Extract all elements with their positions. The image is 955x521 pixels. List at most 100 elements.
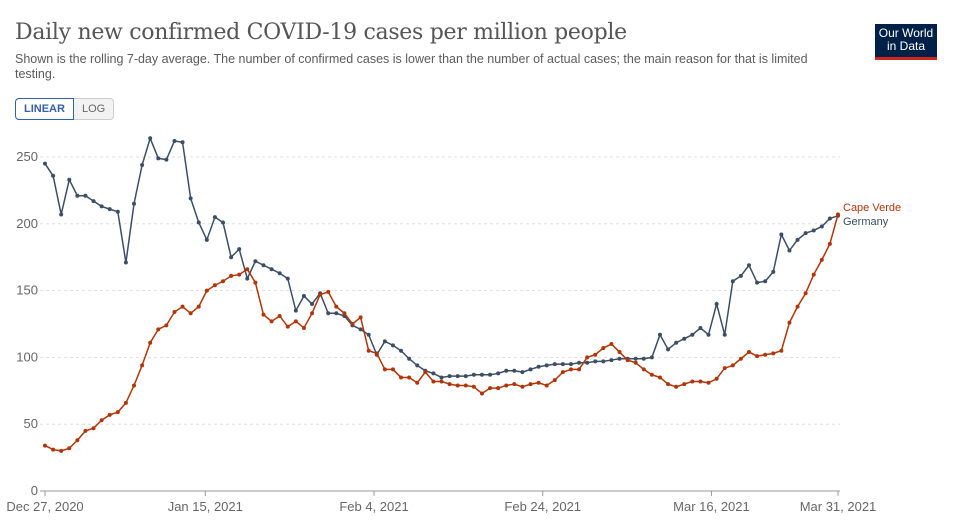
data-point-germany <box>415 363 420 368</box>
data-point-germany <box>520 370 525 375</box>
data-point-cape-verde <box>293 319 298 324</box>
data-point-germany <box>827 216 832 221</box>
log-scale-button[interactable]: LOG <box>73 98 115 120</box>
data-point-germany <box>67 177 72 182</box>
data-point-cape-verde <box>795 304 800 309</box>
data-point-germany <box>237 247 242 252</box>
data-point-germany <box>649 355 654 360</box>
x-tick-label: Feb 4, 2021 <box>339 499 408 514</box>
data-point-germany <box>439 375 444 380</box>
data-point-germany <box>91 199 96 204</box>
data-point-cape-verde <box>366 348 371 353</box>
data-point-cape-verde <box>277 313 282 318</box>
data-point-germany <box>204 237 209 242</box>
data-point-germany <box>43 161 47 166</box>
data-point-cape-verde <box>528 382 533 387</box>
data-point-germany <box>107 207 112 212</box>
data-point-germany <box>819 224 824 229</box>
data-point-cape-verde <box>67 446 72 451</box>
data-point-cape-verde <box>318 292 323 297</box>
data-point-cape-verde <box>180 304 185 309</box>
data-point-cape-verde <box>447 382 452 387</box>
data-point-cape-verde <box>536 380 541 385</box>
data-point-cape-verde <box>471 384 476 389</box>
data-point-germany <box>447 374 452 379</box>
data-point-germany <box>115 209 120 214</box>
data-point-cape-verde <box>51 447 56 452</box>
data-point-germany <box>310 301 315 306</box>
data-point-germany <box>301 293 306 298</box>
data-point-germany <box>188 196 193 201</box>
data-point-cape-verde <box>738 356 743 361</box>
data-point-cape-verde <box>690 379 695 384</box>
data-point-germany <box>536 364 541 369</box>
data-point-cape-verde <box>123 400 128 405</box>
data-point-cape-verde <box>132 383 137 388</box>
data-point-germany <box>585 360 590 365</box>
data-point-germany <box>51 173 56 178</box>
data-point-germany <box>334 311 339 316</box>
data-point-cape-verde <box>350 322 355 326</box>
series-line-cape-verde <box>44 214 839 452</box>
data-point-germany <box>666 347 671 352</box>
data-point-cape-verde <box>399 375 404 380</box>
data-point-germany <box>75 193 80 198</box>
data-point-germany <box>706 332 711 337</box>
data-point-cape-verde <box>819 257 824 262</box>
data-point-cape-verde <box>803 291 808 296</box>
data-point-cape-verde <box>221 279 226 284</box>
series-line-germany <box>44 136 839 379</box>
scale-toggle: LINEAR LOG <box>15 98 115 120</box>
data-point-germany <box>568 362 573 367</box>
data-point-cape-verde <box>59 448 64 453</box>
data-point-cape-verde <box>601 346 606 351</box>
data-point-germany <box>269 267 274 272</box>
data-point-cape-verde <box>43 443 47 448</box>
owid-logo[interactable]: Our World in Data <box>875 24 937 60</box>
data-point-germany <box>366 332 371 337</box>
data-point-germany <box>180 140 185 145</box>
data-point-germany <box>722 332 727 337</box>
data-point-cape-verde <box>75 438 80 443</box>
data-point-cape-verde <box>156 327 161 332</box>
data-point-cape-verde <box>633 360 638 365</box>
data-point-cape-verde <box>382 367 387 372</box>
data-point-cape-verde <box>237 272 242 277</box>
logo-line-2: in Data <box>886 39 926 53</box>
data-point-cape-verde <box>617 350 622 355</box>
data-point-cape-verde <box>811 272 816 277</box>
chart-title: Daily new confirmed COVID-19 cases per m… <box>15 20 627 45</box>
data-point-cape-verde <box>261 312 266 317</box>
data-point-germany <box>123 260 128 265</box>
data-point-germany <box>148 136 153 141</box>
y-tick-label: 100 <box>16 349 38 364</box>
data-point-cape-verde <box>455 383 460 388</box>
data-point-cape-verde <box>787 320 792 325</box>
data-point-germany <box>326 311 331 316</box>
data-point-cape-verde <box>674 384 679 389</box>
data-point-cape-verde <box>552 378 557 383</box>
legend-label-cape-verde: Cape Verde <box>843 202 901 214</box>
data-point-cape-verde <box>374 351 379 356</box>
data-point-cape-verde <box>746 350 751 355</box>
data-point-germany <box>601 359 606 364</box>
data-point-cape-verde <box>771 351 776 356</box>
data-point-germany <box>771 269 776 274</box>
data-point-germany <box>528 367 533 372</box>
data-point-cape-verde <box>164 323 169 328</box>
data-point-cape-verde <box>496 386 501 391</box>
data-point-germany <box>593 359 598 364</box>
data-point-germany <box>285 276 290 281</box>
data-point-cape-verde <box>196 304 201 309</box>
data-point-cape-verde <box>755 354 760 359</box>
data-point-germany <box>690 332 695 337</box>
data-point-germany <box>755 280 760 285</box>
data-point-cape-verde <box>334 304 339 309</box>
linear-scale-button[interactable]: LINEAR <box>15 98 74 120</box>
data-point-cape-verde <box>520 384 525 389</box>
data-point-germany <box>504 368 509 373</box>
legend-label-germany: Germany <box>843 216 889 228</box>
data-point-germany <box>358 327 363 332</box>
data-point-cape-verde <box>714 376 719 381</box>
data-point-germany <box>674 340 679 345</box>
